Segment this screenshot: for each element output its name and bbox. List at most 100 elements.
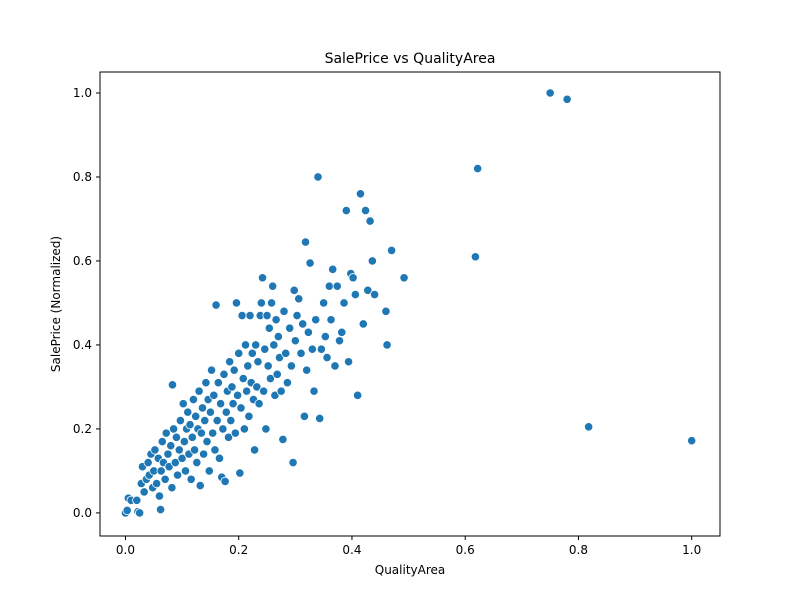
- scatter-point: [263, 361, 273, 371]
- x-tick-label: 1.0: [682, 543, 701, 557]
- scatter-point: [199, 449, 209, 459]
- scatter-point: [282, 378, 293, 388]
- scatter-point: [139, 487, 149, 497]
- scatter-point: [210, 445, 220, 455]
- chart-title: SalePrice vs QualityArea: [325, 51, 496, 67]
- scatter-point: [545, 88, 555, 98]
- x-tick-label: 0.8: [569, 543, 588, 557]
- scatter-point: [360, 205, 371, 216]
- scatter-point: [562, 94, 572, 104]
- scatter-point: [221, 407, 231, 417]
- scatter-point: [192, 457, 202, 468]
- scatter-point: [227, 382, 237, 392]
- scatter-point: [163, 449, 173, 459]
- scatter-point: [355, 189, 366, 199]
- scatter-point: [220, 476, 230, 487]
- y-tick-label: 0.0: [73, 506, 92, 520]
- y-axis-title: SalePrice (Normalized): [49, 236, 63, 372]
- scatter-point: [185, 420, 195, 430]
- scatter-point: [288, 457, 298, 468]
- scatter-point: [303, 327, 313, 337]
- scatter-point: [155, 504, 166, 515]
- scatter-point: [212, 415, 222, 426]
- scatter-point: [316, 344, 326, 354]
- scatter-point: [334, 336, 345, 346]
- scatter-point: [191, 411, 201, 421]
- scatter-point: [299, 411, 310, 421]
- scatter-point: [237, 310, 247, 321]
- scatter-point: [204, 466, 214, 476]
- y-axis-ticks: 0.0 0.2 0.4 0.6 0.8 1.0: [73, 86, 100, 520]
- scatter-point: [339, 298, 349, 308]
- scatter-point: [234, 348, 244, 358]
- y-tick-label: 0.6: [73, 254, 92, 268]
- scatter-point: [254, 399, 264, 409]
- scatter-point: [370, 289, 380, 300]
- scatter-point: [353, 390, 363, 400]
- scatter-point: [328, 264, 338, 274]
- scatter-point: [122, 505, 132, 515]
- scatter-point: [161, 428, 171, 438]
- scatter-point: [311, 315, 321, 325]
- scatter-point: [216, 399, 226, 409]
- scatter-point: [164, 462, 174, 472]
- scatter-point: [252, 382, 262, 392]
- scatter-point: [272, 369, 282, 379]
- scatter-point: [324, 281, 334, 291]
- scatter-point: [290, 336, 300, 346]
- scatter-point: [253, 357, 263, 367]
- scatter-point: [584, 422, 594, 432]
- scatter-point: [143, 457, 153, 468]
- scatter-point: [337, 327, 347, 337]
- scatter-point: [160, 474, 170, 484]
- scatter-point: [214, 453, 225, 463]
- y-tick-label: 0.8: [73, 170, 92, 184]
- scatter-point: [292, 310, 302, 321]
- scatter-point: [330, 361, 340, 371]
- scatter-point: [157, 436, 167, 447]
- scatter-point: [189, 445, 200, 455]
- scatter-point: [211, 300, 221, 310]
- scatter-point: [348, 273, 358, 283]
- scatter-point: [235, 468, 245, 478]
- scatter-point: [256, 298, 266, 308]
- x-tick-label: 0.0: [116, 543, 135, 557]
- scatter-point: [473, 163, 483, 174]
- scatter-point: [244, 411, 254, 421]
- scatter-point: [273, 331, 283, 342]
- scatter-point: [298, 319, 308, 329]
- scatter-point: [232, 390, 243, 400]
- scatter-point: [150, 445, 160, 455]
- scatter-point: [242, 386, 252, 396]
- scatter-point: [166, 441, 176, 451]
- scatter-point: [289, 285, 299, 295]
- scatter-point: [201, 378, 211, 388]
- scatter-point: [281, 348, 291, 358]
- scatter-point: [240, 340, 251, 350]
- scatter-point: [300, 237, 311, 247]
- x-axis-title: QualityArea: [375, 563, 446, 577]
- scatter-point: [202, 436, 212, 447]
- scatter-point: [219, 369, 229, 379]
- x-tick-label: 0.6: [456, 543, 475, 557]
- scatter-point: [322, 352, 332, 363]
- scatter-point: [196, 428, 206, 438]
- scatter-point: [268, 281, 278, 291]
- scatter-point: [307, 344, 317, 354]
- scatter-point: [305, 258, 315, 268]
- scatter-point: [180, 466, 191, 476]
- scatter-point: [381, 306, 391, 316]
- scatter-point: [225, 357, 235, 367]
- scatter-point: [320, 331, 330, 342]
- scatter-point: [208, 428, 218, 438]
- scatter-point: [238, 373, 248, 384]
- scatter-point: [271, 315, 281, 325]
- points-layer: [120, 88, 697, 518]
- scatter-point: [367, 256, 377, 266]
- scatter-point: [313, 172, 323, 182]
- scatter-point: [350, 289, 360, 300]
- scatter-point: [687, 436, 697, 446]
- scatter-point: [170, 457, 180, 468]
